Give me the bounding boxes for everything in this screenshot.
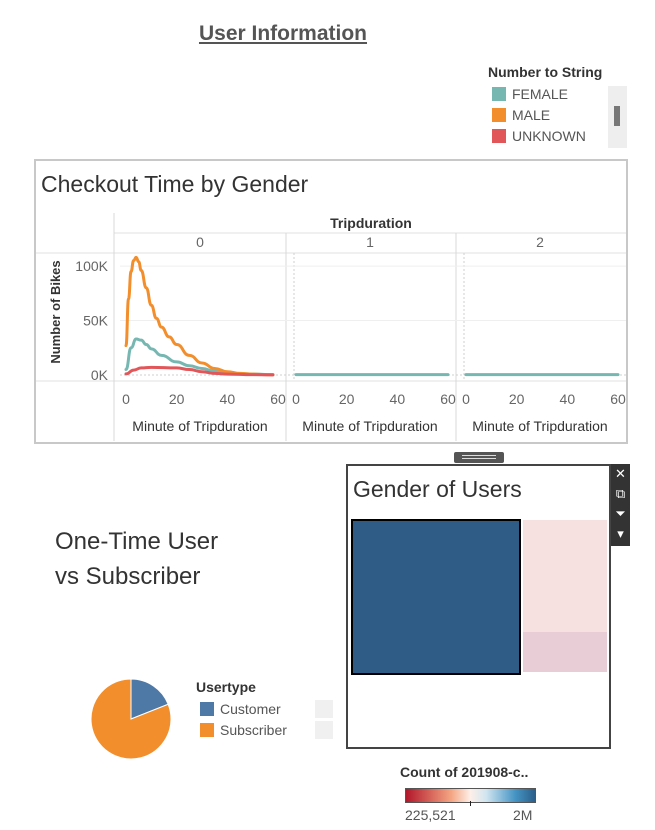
x-axis-label-0: Minute of Tripduration bbox=[132, 418, 267, 434]
gender-treemap-panel[interactable]: Gender of Users bbox=[346, 464, 611, 749]
legend-label-unknown: UNKNOWN bbox=[512, 127, 586, 144]
legend-swatch-unknown bbox=[492, 128, 506, 143]
legend-swatch-subscriber bbox=[200, 722, 214, 737]
panel-header-1: 1 bbox=[366, 234, 374, 250]
usertype-chart-title: One-Time User vs Subscriber bbox=[55, 528, 219, 590]
legend-label-female: FEMALE bbox=[512, 85, 569, 102]
gender-legend: Number to String FEMALE MALE UNKNOWN bbox=[488, 64, 628, 146]
series-line-male[interactable] bbox=[124, 255, 275, 377]
legend-swatch-female bbox=[492, 86, 506, 101]
treemap-cell[interactable] bbox=[523, 520, 607, 632]
pie-slice-customer[interactable] bbox=[130, 678, 169, 720]
treemap-cell[interactable] bbox=[523, 632, 607, 672]
checkout-chart: Tripduration 0 1 2 Number of Bikes 0K 50… bbox=[36, 213, 626, 441]
panel-header-0: 0 bbox=[196, 234, 204, 250]
legend-scroll-thumb[interactable] bbox=[614, 106, 620, 126]
x-tick-label: 60 bbox=[440, 391, 456, 407]
legend-item-unknown[interactable]: UNKNOWN bbox=[488, 125, 628, 146]
legend-scrollbar[interactable] bbox=[608, 86, 627, 148]
dropdown-icon[interactable]: ▾ bbox=[617, 526, 624, 541]
color-ramp-tick bbox=[470, 801, 471, 806]
floating-toolbar: ✕ ⧉ ⏷ ▾ bbox=[611, 464, 630, 546]
x-axis-label-2: Minute of Tripduration bbox=[472, 418, 607, 434]
legend-scroll-box[interactable] bbox=[315, 700, 333, 718]
gender-legend-title: Number to String bbox=[488, 64, 603, 80]
x-tick-label: 40 bbox=[560, 391, 576, 407]
legend-item-male[interactable]: MALE bbox=[488, 104, 628, 125]
y-axis-label: Number of Bikes bbox=[48, 260, 63, 363]
legend-swatch-customer bbox=[200, 701, 214, 716]
x-tick-label: 60 bbox=[610, 391, 626, 407]
x-tick-label: 20 bbox=[169, 391, 185, 407]
legend-item-customer[interactable]: Customer bbox=[196, 698, 336, 719]
usertype-pie-chart bbox=[90, 678, 172, 760]
panel-header-2: 2 bbox=[536, 234, 544, 250]
gender-treemap bbox=[351, 519, 607, 675]
legend-swatch-male bbox=[492, 107, 506, 122]
x-tick-label: 0 bbox=[292, 391, 300, 407]
y-tick-label: 100K bbox=[75, 258, 108, 274]
count-legend-max: 2M bbox=[513, 807, 533, 823]
treemap-cell-selected[interactable] bbox=[351, 519, 521, 675]
legend-item-subscriber[interactable]: Subscriber bbox=[196, 719, 336, 740]
column-header-title: Tripduration bbox=[330, 215, 412, 231]
x-tick-label: 20 bbox=[509, 391, 525, 407]
legend-item-female[interactable]: FEMALE bbox=[488, 83, 628, 104]
x-tick-label: 60 bbox=[270, 391, 286, 407]
close-icon[interactable]: ✕ bbox=[615, 466, 626, 481]
pie-slice-subscriber[interactable] bbox=[90, 678, 172, 760]
x-tick-label: 0 bbox=[122, 391, 130, 407]
checkout-chart-panel[interactable]: Tripduration 0 1 2 Number of Bikes 0K 50… bbox=[34, 159, 628, 444]
y-tick-label: 0K bbox=[91, 367, 109, 383]
filter-icon[interactable]: ⏷ bbox=[615, 506, 626, 521]
gender-chart-title: Gender of Users bbox=[353, 476, 522, 502]
legend-scroll-box[interactable] bbox=[315, 721, 333, 739]
count-legend-title: Count of 201908-c.. bbox=[400, 764, 529, 780]
checkout-chart-title: Checkout Time by Gender bbox=[41, 171, 309, 197]
x-tick-label: 40 bbox=[220, 391, 236, 407]
x-axis-label-1: Minute of Tripduration bbox=[302, 418, 437, 434]
series-line-unknown[interactable] bbox=[124, 365, 275, 377]
legend-label-male: MALE bbox=[512, 106, 551, 123]
count-legend-min: 225,521 bbox=[405, 807, 456, 823]
usertype-legend-title: Usertype bbox=[196, 679, 256, 695]
drag-handle[interactable] bbox=[454, 452, 504, 463]
page-title: User Information bbox=[198, 22, 368, 45]
usertype-legend: Usertype Customer Subscriber bbox=[196, 679, 336, 740]
legend-label-subscriber: Subscriber bbox=[220, 721, 287, 738]
x-tick-label: 0 bbox=[462, 391, 470, 407]
popout-icon[interactable]: ⧉ bbox=[615, 486, 626, 501]
x-tick-label: 40 bbox=[390, 391, 406, 407]
x-tick-label: 20 bbox=[339, 391, 355, 407]
y-tick-label: 50K bbox=[83, 313, 109, 329]
series-line-female[interactable] bbox=[124, 337, 275, 377]
legend-label-customer: Customer bbox=[220, 700, 281, 717]
